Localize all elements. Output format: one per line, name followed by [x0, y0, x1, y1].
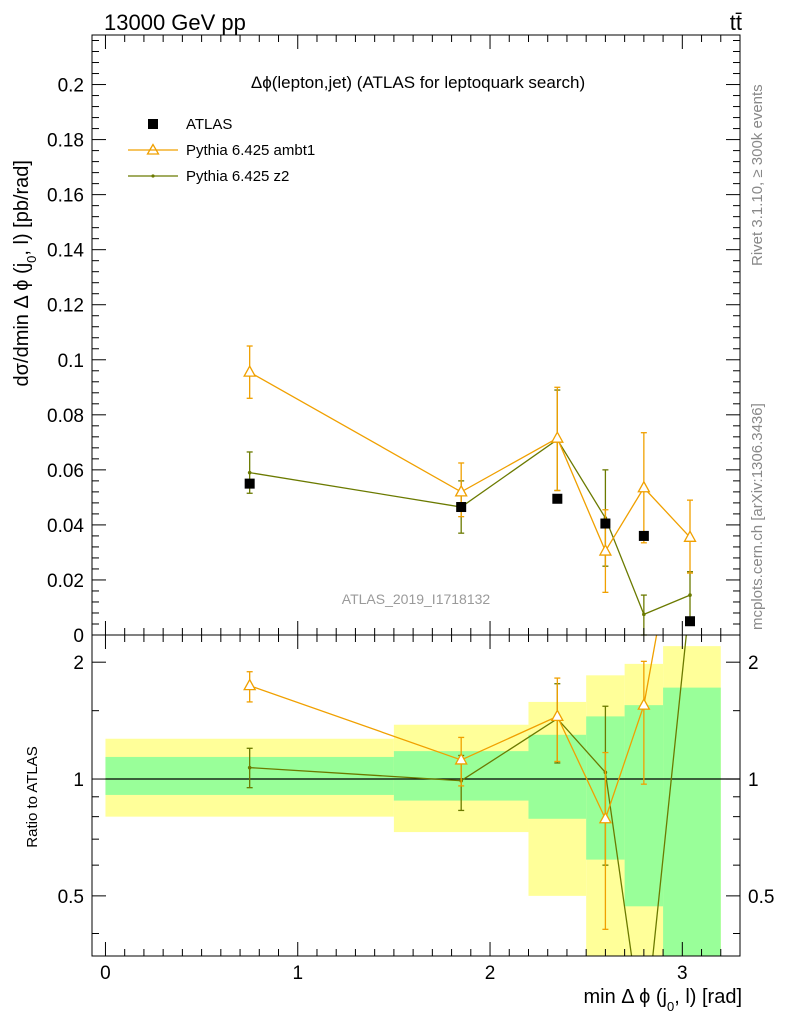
- main-panel: 00.020.040.060.080.10.120.140.160.180.2 …: [11, 34, 741, 647]
- ratio-y-tick-label: 2: [73, 653, 84, 674]
- header-collision-label: 13000 GeV pp: [104, 10, 246, 35]
- mcplots-label: mcplots.cern.ch [arXiv:1306.3436]: [749, 403, 766, 630]
- y-tick-label: 0.02: [47, 571, 84, 592]
- ambt1-point: [454, 484, 468, 497]
- y-tick-label: 0.18: [47, 131, 84, 152]
- ratio-band-inner: [663, 687, 721, 956]
- ambt1-line: [249, 371, 691, 553]
- z2-ratio-point: [247, 765, 252, 770]
- legend-label-atlas: ATLAS: [186, 116, 232, 133]
- x-tick-label: 1: [292, 963, 303, 984]
- atlas-point: [638, 530, 649, 541]
- ratio-xlabel: min Δ ϕ (j0, l) [rad]: [584, 986, 743, 1014]
- ambt1-point: [637, 480, 651, 493]
- z2-line: [249, 438, 691, 616]
- y-tick-label: 0.08: [47, 406, 84, 427]
- atlas-point: [552, 493, 563, 504]
- ambt1-point: [243, 364, 257, 377]
- legend-marker-atlas: [148, 119, 158, 129]
- y-tick-label: 0.04: [47, 516, 84, 537]
- ambt1-ratio-point: [637, 697, 651, 710]
- legend-marker-z2: [151, 174, 155, 178]
- ratio-y-tick-label-right: 2: [748, 653, 759, 674]
- y-tick-label: 0.12: [47, 296, 84, 317]
- atlas-point: [456, 502, 467, 513]
- x-tick-label: 3: [677, 963, 688, 984]
- ratio-y-tick-label: 0.5: [58, 887, 84, 908]
- main-axes: 0 0.02 0.04 0.06 0.08 0.1 0.12 0.14 0.16 0.18 0.2: [47, 35, 740, 647]
- z2-point: [688, 593, 692, 597]
- ratio-ylabel: Ratio to ATLAS: [24, 746, 41, 847]
- legend-marker-ambt1: [146, 143, 160, 155]
- legend-label-ambt1: Pythia 6.425 ambt1: [186, 142, 315, 159]
- ratio-y-tick-label-right: 1: [748, 770, 759, 791]
- ambt1-ratio-point: [550, 709, 564, 722]
- ratio-axes: 0.5 0.5 1 1 2 2 0 1 2 3: [58, 635, 774, 984]
- main-ylabel: dσ/dmin Δ ϕ (j0, l) [pb/rad]: [11, 160, 39, 386]
- z2-point: [642, 612, 646, 617]
- ratio-panel: 0.5 0.5 1 1 2 2 0 1 2 3 Ratio to ATLAS min Δ ϕ (j…: [24, 634, 774, 1014]
- legend: ATLAS Pythia 6.425 ambt1 Pythia 6.425 z2: [128, 116, 315, 185]
- x-tick-label: 0: [100, 963, 111, 984]
- main-data-layer: [243, 345, 697, 636]
- y-tick-label: 0.16: [47, 186, 84, 207]
- rivet-label: Rivet 3.1.10, ≥ 300k events: [749, 84, 766, 266]
- y-tick-label: 0.1: [58, 351, 84, 372]
- main-title: Δϕ(lepton,jet) (ATLAS for leptoquark sea…: [251, 73, 585, 92]
- atlas-point: [685, 616, 696, 627]
- legend-label-z2: Pythia 6.425 z2: [186, 168, 289, 185]
- x-tick-label: 2: [485, 963, 496, 984]
- y-tick-label: 0.2: [58, 76, 84, 97]
- watermark: ATLAS_2019_I1718132: [342, 591, 491, 607]
- y-tick-label: 0: [73, 626, 84, 647]
- ratio-data-layer: [243, 635, 687, 956]
- ambt1-ratio-point: [598, 811, 612, 824]
- atlas-point: [600, 518, 611, 529]
- z2-point: [247, 470, 252, 475]
- atlas-point: [244, 478, 255, 489]
- ambt1-point: [550, 430, 564, 443]
- z2-ratio-line: [249, 635, 687, 956]
- ambt1-ratio-point: [243, 678, 257, 691]
- y-tick-label: 0.14: [47, 241, 84, 262]
- y-tick-label: 0.06: [47, 461, 84, 482]
- ambt1-ratio-line: [249, 635, 658, 821]
- ratio-y-tick-label: 1: [73, 770, 84, 791]
- ratio-frame: [91, 634, 741, 957]
- ambt1-ratio-point: [454, 752, 468, 765]
- header-process-label: tt̄: [730, 10, 742, 35]
- ambt1-point: [683, 529, 697, 542]
- ratio-y-tick-label-right: 0.5: [748, 887, 774, 908]
- ambt1-point: [598, 543, 612, 556]
